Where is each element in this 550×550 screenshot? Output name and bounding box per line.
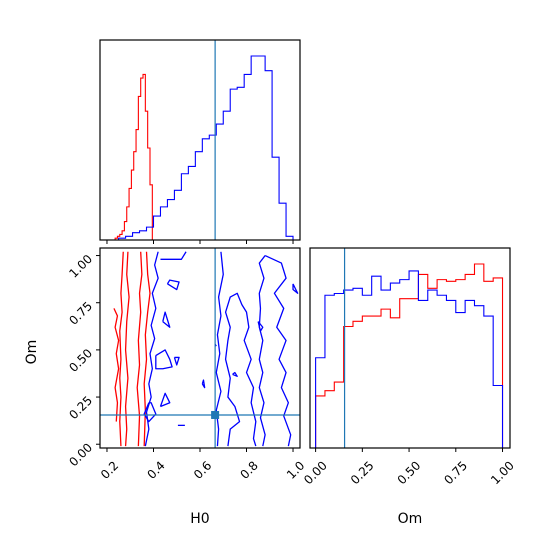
- red-contour-0: [119, 251, 124, 447]
- blue-contour-7: [162, 311, 171, 328]
- om-x-tick-label-3: 0.75: [441, 458, 470, 487]
- contour-x-tick-label-1: 0.4: [144, 458, 167, 481]
- contour-y-ticks: 0.00 0.25 0.50 0.75 1.00: [66, 252, 100, 469]
- red-contour-4: [113, 308, 120, 422]
- blue-contour-15: [257, 321, 264, 332]
- contour-y-tick-label-4: 1.00: [66, 252, 95, 281]
- contour-x-axis-label: H0: [190, 511, 209, 527]
- contour-y-axis-label: Om: [24, 340, 40, 365]
- blue-contour-6: [166, 279, 180, 291]
- red-contour-3: [143, 251, 151, 447]
- red-contours: [113, 251, 151, 447]
- blue-contour-2: [143, 402, 157, 423]
- blue-contour-16: [232, 371, 238, 377]
- blue-contour-1: [160, 251, 187, 260]
- om-x-tick-label-1: 0.25: [348, 458, 377, 487]
- blue-contours: [143, 251, 299, 447]
- contour-x-tick-label-3: 0.8: [237, 458, 260, 481]
- contour-x-tick-label-0: 0.2: [98, 458, 121, 481]
- histogram-series-1: [111, 55, 294, 240]
- contour-y-tick-label-1: 0.25: [66, 393, 95, 422]
- blue-contour-12: [264, 254, 292, 447]
- contour-y-tick-label-0: 0.00: [66, 440, 95, 469]
- red-contour-2: [136, 251, 143, 447]
- contour-x-tick-label-2: 0.6: [191, 458, 214, 481]
- blue-contour-14: [292, 283, 299, 294]
- truth-marker: [211, 410, 220, 419]
- om-histogram-series: [315, 263, 504, 448]
- blue-contour-11: [224, 292, 257, 447]
- histogram-series-1: [315, 270, 504, 448]
- contour-frame: [99, 247, 301, 449]
- h0-histogram-frame: [99, 39, 301, 241]
- om-x-axis-label: Om: [398, 511, 423, 527]
- h0-histogram-panel: [99, 39, 301, 244]
- blue-contour-3: [155, 349, 173, 370]
- h0-histogram-series: [111, 55, 294, 240]
- om-x-tick-label-0: 0.00: [301, 458, 330, 487]
- blue-contour-13: [258, 255, 266, 447]
- blue-contour-8: [201, 379, 206, 389]
- contour-x-ticks: 0.2 0.4 0.6 0.8 1.0: [98, 448, 307, 482]
- red-contour-1: [124, 251, 130, 447]
- om-histogram-panel: 0.00 0.25 0.50 0.75 1.00 Om: [301, 247, 517, 527]
- contour-y-tick-label-2: 0.50: [66, 346, 95, 375]
- h0-om-contour-panel: 0.2 0.4 0.6 0.8 1.0 0.000.250.500.751.00 H0 …: [24, 247, 307, 527]
- contour-y-tick-label-3: 0.75: [66, 299, 95, 328]
- om-x-tick-label-2: 0.50: [395, 458, 424, 487]
- om-histogram-frame: [309, 247, 511, 449]
- h0-histogram-ticks: [106, 240, 294, 244]
- blue-contour-0: [144, 251, 159, 447]
- histogram-series-0: [112, 73, 153, 240]
- truth-crosshair: [100, 248, 300, 448]
- blue-contour-4: [159, 392, 171, 408]
- histogram-series-0: [315, 263, 504, 448]
- om-x-tick-label-4: 1.00: [488, 458, 517, 487]
- blue-contour-5: [173, 356, 180, 366]
- om-x-ticks: 0.00 0.25 0.50 0.75 1.00: [301, 448, 517, 487]
